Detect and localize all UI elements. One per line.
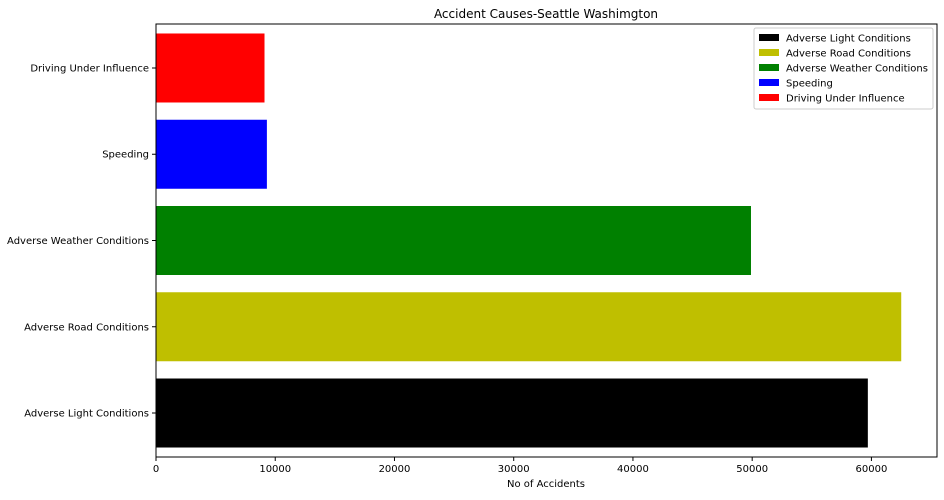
y-tick-label: Adverse Light Conditions [24,409,149,420]
bar-adverse-weather-conditions [156,205,751,276]
legend-label: Adverse Weather Conditions [786,64,928,75]
legend-box [753,27,934,110]
bar-speeding [156,119,267,189]
x-tick-label: 10000 [259,464,291,475]
x-tick-label: 60000 [856,464,888,475]
x-tick-label: 20000 [379,464,411,475]
bar-adverse-light-conditions [156,378,868,448]
y-tick-label: Adverse Road Conditions [24,322,149,333]
legend-label: Speeding [786,79,833,90]
legend-label: Adverse Light Conditions [786,34,911,45]
bars-layer [156,33,902,448]
x-tick-label: 50000 [736,464,768,475]
chart-title: Accident Causes-Seattle Washimgton [434,7,658,21]
x-tick-label: 30000 [498,464,530,475]
legend-label: Adverse Road Conditions [786,49,911,60]
y-tick-label: Driving Under Influence [30,63,149,74]
x-tick-label: 0 [153,464,159,475]
legend-swatch [759,34,779,41]
legend-swatch [759,79,779,86]
bar-driving-under-influence [156,33,265,103]
legend-swatch [759,64,779,71]
y-tick-label: Adverse Weather Conditions [7,236,149,247]
y-tick-label: Speeding [102,150,149,161]
legend: Adverse Light Conditions Adverse Road Con… [753,27,934,110]
x-tick-label: 40000 [617,464,649,475]
x-axis-label: No of Accidents [507,479,585,490]
legend-swatch [759,94,779,101]
legend-swatch [759,49,779,56]
axes-layer: Adverse Light Conditions Adverse Road Con… [7,23,938,475]
bar-adverse-road-conditions [156,292,902,362]
plot-frame [155,23,938,458]
legend-label: Driving Under Influence [786,94,905,105]
